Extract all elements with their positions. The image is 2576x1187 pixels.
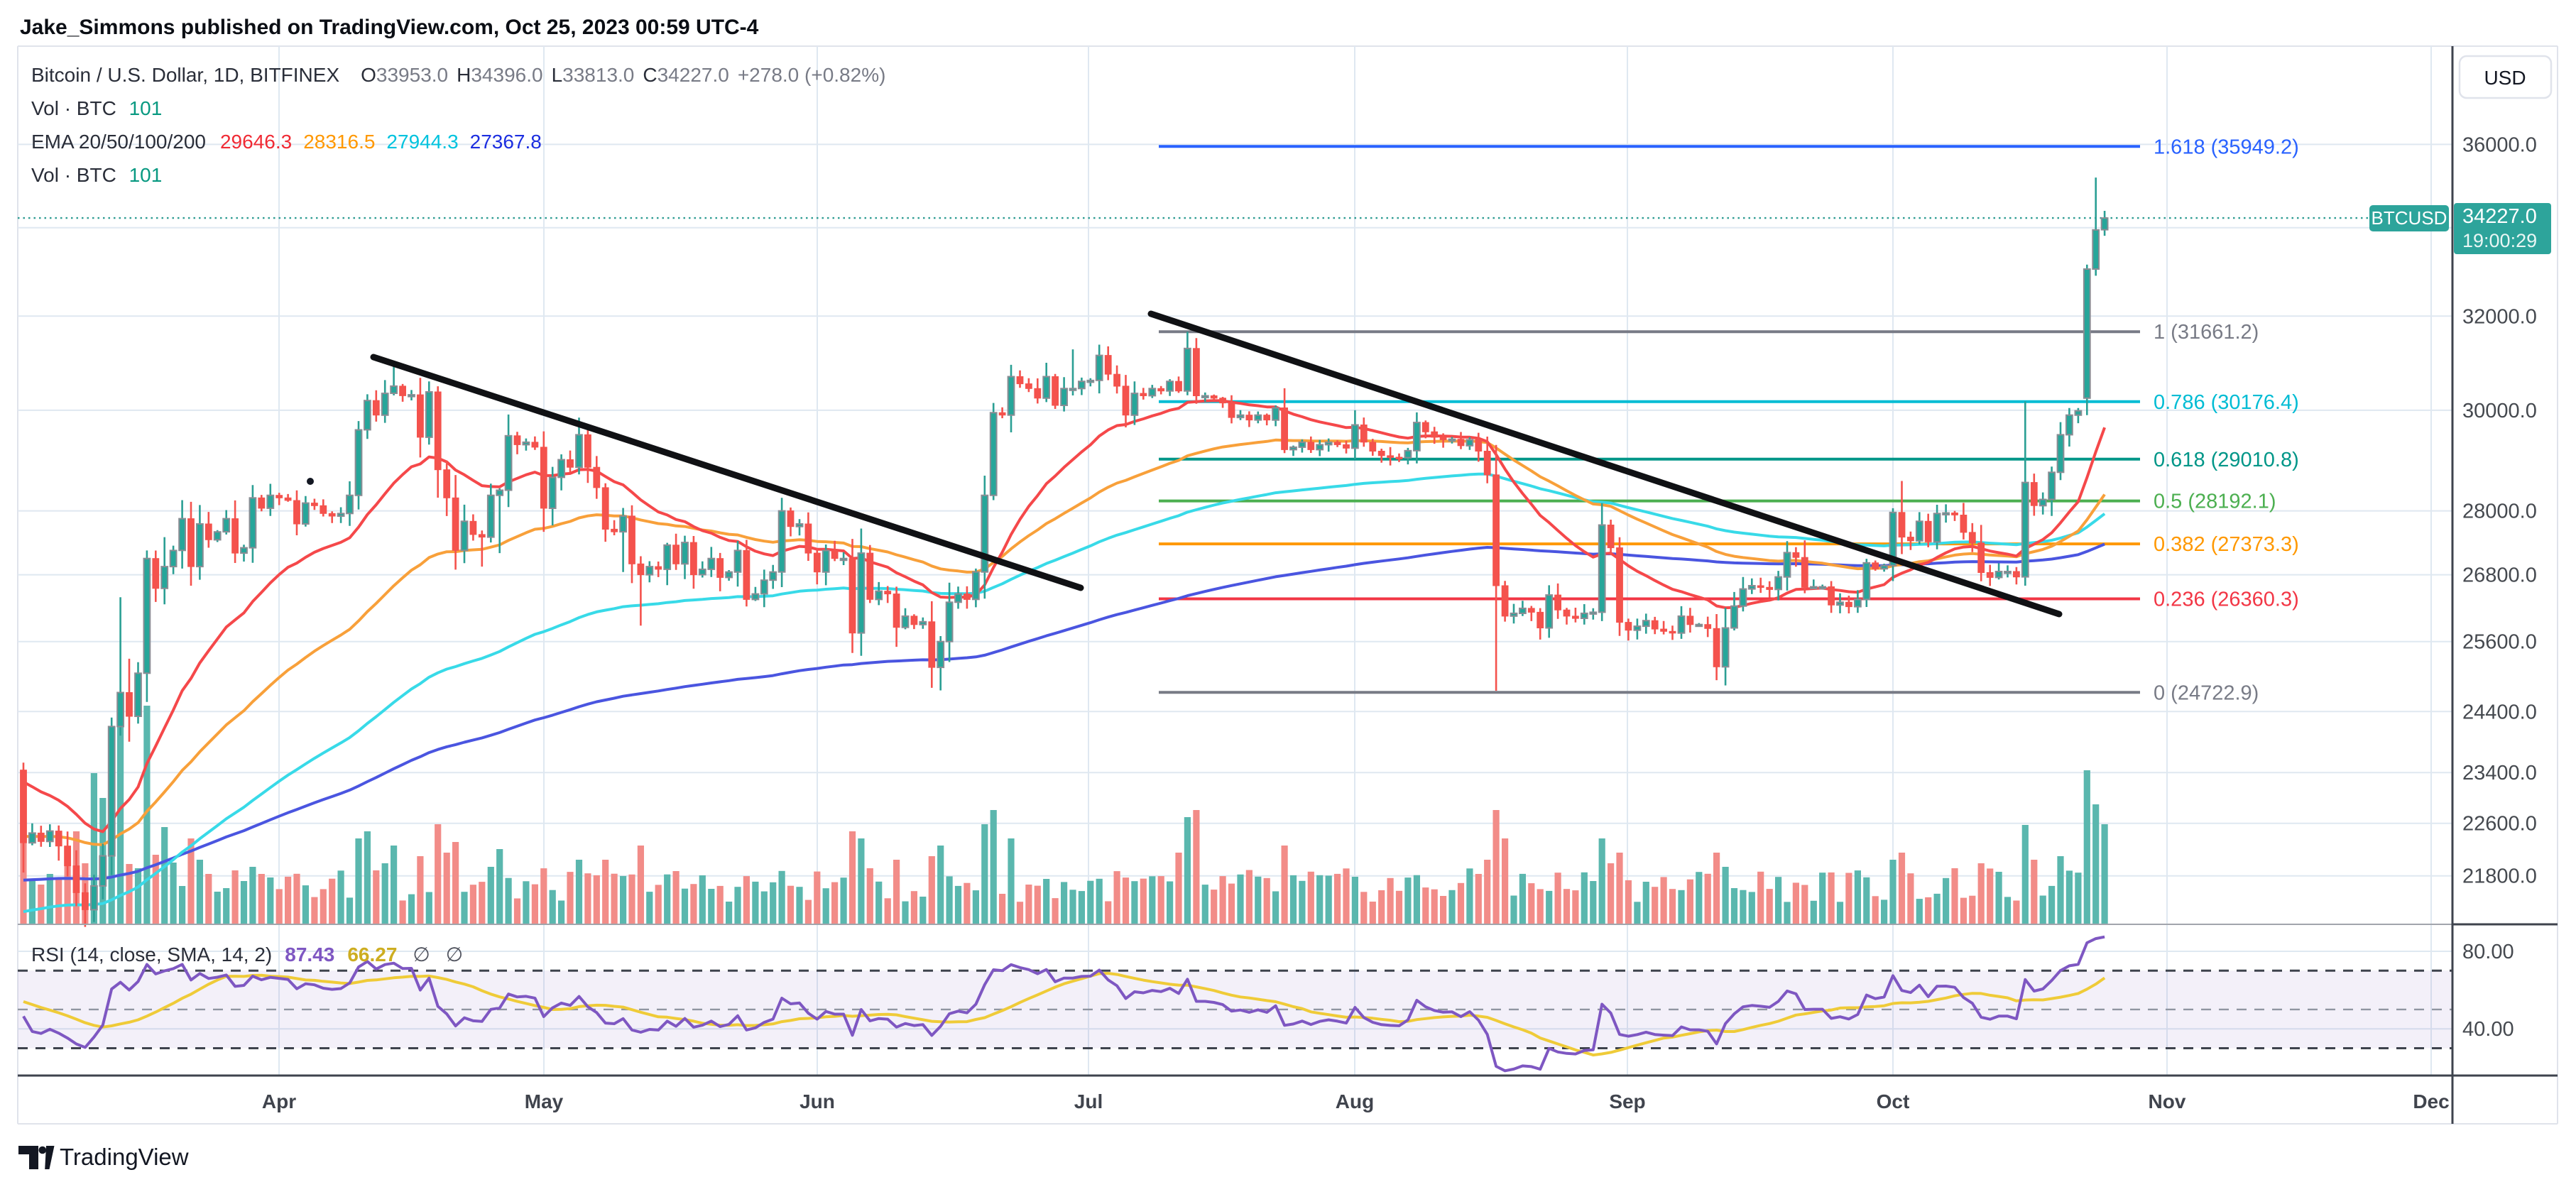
svg-text:Aug: Aug <box>1336 1090 1374 1112</box>
svg-text:Oct: Oct <box>1877 1090 1910 1112</box>
svg-text:Jul: Jul <box>1074 1090 1103 1112</box>
svg-text:0.786 (30176.4): 0.786 (30176.4) <box>2154 391 2299 414</box>
svg-text:26800.0: 26800.0 <box>2462 564 2537 587</box>
svg-text:1.618 (35949.2): 1.618 (35949.2) <box>2154 136 2299 158</box>
svg-text:24400.0: 24400.0 <box>2462 701 2537 723</box>
svg-text:May: May <box>525 1090 564 1112</box>
svg-text:28000.0: 28000.0 <box>2462 500 2537 523</box>
svg-text:23400.0: 23400.0 <box>2462 762 2537 784</box>
svg-text:Sep: Sep <box>1609 1090 1645 1112</box>
svg-text:Vol · BTC 101: Vol · BTC 101 <box>31 164 162 186</box>
svg-text:21800.0: 21800.0 <box>2462 865 2537 888</box>
svg-text:19:00:29: 19:00:29 <box>2462 230 2537 251</box>
svg-text:Nov: Nov <box>2149 1090 2186 1112</box>
svg-text:1 (31661.2): 1 (31661.2) <box>2154 321 2259 344</box>
svg-text:USD: USD <box>2484 67 2526 89</box>
svg-text:30000.0: 30000.0 <box>2462 400 2537 422</box>
svg-text:RSI (14, close, SMA, 14, 2)87.: RSI (14, close, SMA, 14, 2) 87.43 66.27 ∅ ∅ <box>31 943 463 966</box>
svg-text:Apr: Apr <box>262 1090 296 1112</box>
svg-text:34227.0: 34227.0 <box>2462 205 2537 228</box>
svg-text:0.5 (28192.1): 0.5 (28192.1) <box>2154 491 2276 513</box>
svg-text:Vol · BTC 101: Vol · BTC 101 <box>31 97 162 119</box>
svg-text:Bitcoin / U.S. Dollar, 1D, BIT: Bitcoin / U.S. Dollar, 1D, BITFINEX O3395… <box>31 64 885 86</box>
svg-text:32000.0: 32000.0 <box>2462 305 2537 328</box>
svg-text:80.00: 80.00 <box>2462 941 2514 963</box>
svg-text:0.382 (27373.3): 0.382 (27373.3) <box>2154 533 2299 556</box>
svg-text:36000.0: 36000.0 <box>2462 133 2537 156</box>
svg-text:Dec: Dec <box>2413 1090 2449 1112</box>
svg-text:0 (24722.9): 0 (24722.9) <box>2154 682 2259 704</box>
svg-text:0.618 (29010.8): 0.618 (29010.8) <box>2154 449 2299 471</box>
svg-text:Jake_Simmons published on Trad: Jake_Simmons published on TradingView.co… <box>20 16 759 39</box>
svg-text:25600.0: 25600.0 <box>2462 631 2537 654</box>
svg-text:0.236 (26360.3): 0.236 (26360.3) <box>2154 589 2299 611</box>
svg-text:TradingView: TradingView <box>60 1144 189 1170</box>
svg-text:BTCUSD: BTCUSD <box>2372 207 2447 229</box>
svg-text:22600.0: 22600.0 <box>2462 813 2537 836</box>
svg-text:Jun: Jun <box>799 1090 835 1112</box>
svg-text:40.00: 40.00 <box>2462 1018 2514 1041</box>
